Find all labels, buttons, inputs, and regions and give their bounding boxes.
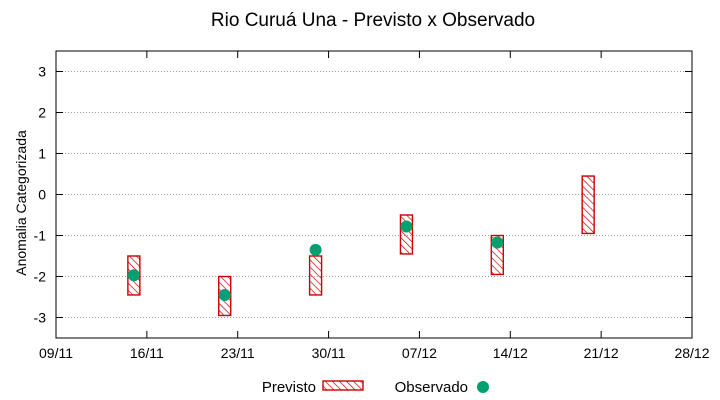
x-axis: 09/11 16/11 23/11 30/11 07/12 14/12 21/12 28/12 (39, 51, 710, 361)
previsto-range-bar (308, 255, 323, 296)
y-tick-label: 1 (38, 146, 46, 162)
x-tick-label: 16/11 (130, 345, 164, 361)
y-tick-label: 2 (38, 105, 46, 121)
y-tick-label: 0 (38, 187, 46, 203)
x-tick-label: 30/11 (312, 345, 346, 361)
observado-point (309, 243, 322, 256)
x-tick-label: 28/12 (674, 345, 709, 361)
previsto-range-bar (581, 175, 595, 235)
observado-point (400, 220, 413, 233)
legend: Previsto Observado (262, 379, 489, 396)
x-tick-label: 14/12 (493, 345, 528, 361)
chart-title: Rio Curuá Una - Previsto x Observado (211, 10, 535, 31)
x-tick-label: 21/12 (584, 345, 619, 361)
legend-observado-label: Observado (395, 379, 468, 396)
observado-series (127, 220, 504, 301)
x-tick-label: 07/12 (402, 345, 437, 361)
x-tick-label: 09/11 (39, 345, 73, 361)
legend-previsto-label: Previsto (262, 379, 316, 396)
previsto-series (127, 175, 595, 317)
legend-observado-marker (477, 381, 489, 393)
x-tick-label: 23/11 (221, 345, 255, 361)
y-axis-label: Anomalia Categorizada (13, 130, 29, 276)
y-tick-label: -2 (34, 269, 47, 285)
legend-previsto-swatch (322, 380, 364, 391)
y-axis: 3 2 1 0 -1 -2 -3 (34, 64, 692, 326)
y-tick-label: 3 (38, 64, 46, 80)
observado-point (218, 288, 231, 301)
y-tick-label: -1 (34, 228, 47, 244)
observado-point (127, 269, 140, 282)
y-tick-label: -3 (34, 310, 47, 326)
grid-lines (56, 71, 692, 318)
observado-point (491, 236, 504, 249)
